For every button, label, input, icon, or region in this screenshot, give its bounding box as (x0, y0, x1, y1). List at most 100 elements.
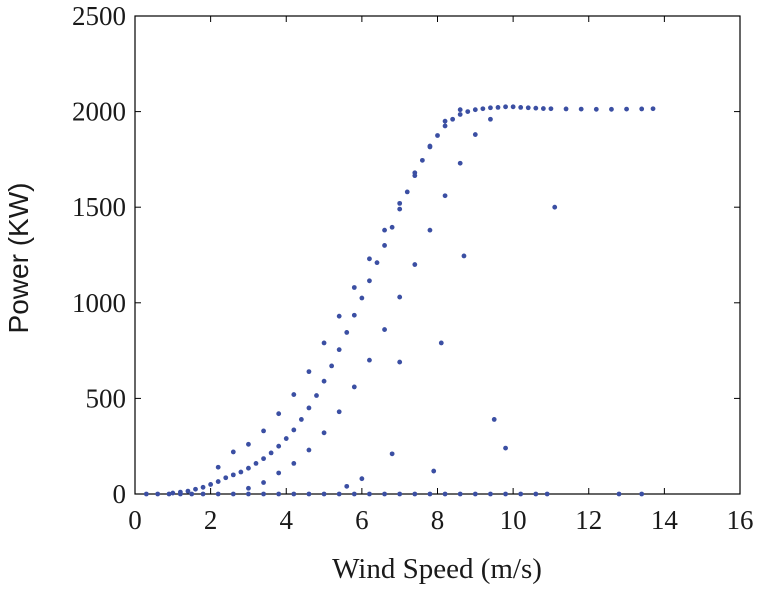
data-point (215, 491, 221, 497)
data-point (367, 256, 372, 262)
data-point (253, 461, 259, 466)
data-point (503, 445, 508, 451)
y-axis-label: Power (KW) (3, 183, 34, 334)
data-point (397, 491, 403, 497)
data-point (624, 106, 629, 112)
data-point (552, 204, 558, 210)
data-point (200, 484, 206, 490)
data-point (442, 118, 448, 124)
data-point (593, 106, 599, 112)
x-tick-label: 4 (280, 505, 294, 535)
data-point (412, 262, 418, 267)
y-tick-label: 2500 (72, 1, 126, 31)
data-point (488, 491, 493, 497)
data-point (367, 491, 372, 497)
data-point (246, 465, 251, 471)
data-point (639, 491, 645, 497)
data-point (639, 106, 645, 112)
data-point (427, 491, 433, 497)
data-point (457, 107, 463, 113)
data-point (336, 491, 342, 497)
data-point (291, 392, 297, 397)
data-point (261, 428, 266, 434)
x-tick-label: 8 (431, 505, 445, 535)
x-tick-label: 16 (727, 505, 754, 535)
data-point (351, 491, 357, 497)
data-point (457, 160, 463, 166)
data-point (170, 490, 176, 496)
x-tick-label: 6 (355, 505, 369, 535)
data-point (283, 436, 289, 441)
data-point (351, 384, 357, 390)
data-point (616, 491, 622, 497)
data-point (491, 417, 497, 422)
x-tick-label: 10 (500, 505, 527, 535)
data-point (306, 405, 312, 411)
data-point (298, 417, 304, 422)
data-point (246, 441, 251, 447)
data-point (382, 243, 387, 248)
data-point (166, 491, 172, 497)
data-point (525, 105, 531, 111)
data-point (276, 443, 282, 449)
data-point (548, 106, 554, 112)
data-point (276, 470, 282, 476)
data-point (344, 483, 350, 489)
data-points (143, 104, 656, 497)
data-point (276, 411, 282, 417)
data-point (321, 491, 327, 497)
data-point (518, 104, 524, 110)
data-point (291, 427, 297, 433)
data-point (412, 170, 418, 176)
data-point (351, 285, 357, 290)
ticks (134, 15, 741, 495)
data-point (412, 491, 418, 497)
data-point (397, 359, 403, 365)
data-point (540, 106, 546, 111)
data-point (510, 104, 516, 110)
x-tick-label: 2 (204, 505, 218, 535)
data-point (321, 340, 327, 346)
data-point (246, 491, 251, 497)
data-point (276, 491, 282, 497)
data-point (382, 491, 387, 497)
data-point (306, 447, 312, 453)
y-tick-label: 1500 (72, 192, 126, 222)
data-point (193, 486, 198, 492)
y-tick-label: 500 (86, 383, 127, 413)
data-point (495, 104, 501, 110)
data-point (650, 106, 656, 112)
data-point (223, 475, 229, 481)
data-point (143, 491, 149, 497)
data-point (488, 116, 493, 122)
data-point (389, 224, 395, 230)
data-point (442, 123, 448, 129)
data-point (291, 491, 297, 497)
data-point (155, 491, 161, 497)
data-point (442, 491, 448, 497)
data-point (544, 491, 550, 497)
x-tick-label: 12 (575, 505, 602, 535)
data-point (419, 157, 425, 163)
data-point (261, 491, 266, 497)
data-point (472, 132, 478, 137)
data-point (321, 378, 327, 384)
data-point (457, 491, 463, 497)
data-point (367, 278, 372, 284)
data-point (321, 430, 327, 436)
data-point (533, 105, 539, 111)
data-point (261, 480, 266, 485)
data-point (442, 193, 448, 199)
data-point (461, 253, 467, 259)
data-point (503, 491, 508, 497)
data-point (215, 479, 221, 484)
data-point (336, 347, 342, 353)
data-point (200, 491, 206, 497)
data-point (208, 482, 214, 487)
data-point (351, 312, 357, 318)
data-point (450, 116, 456, 122)
data-point (261, 456, 266, 462)
data-point (435, 133, 440, 138)
data-point (427, 143, 433, 149)
